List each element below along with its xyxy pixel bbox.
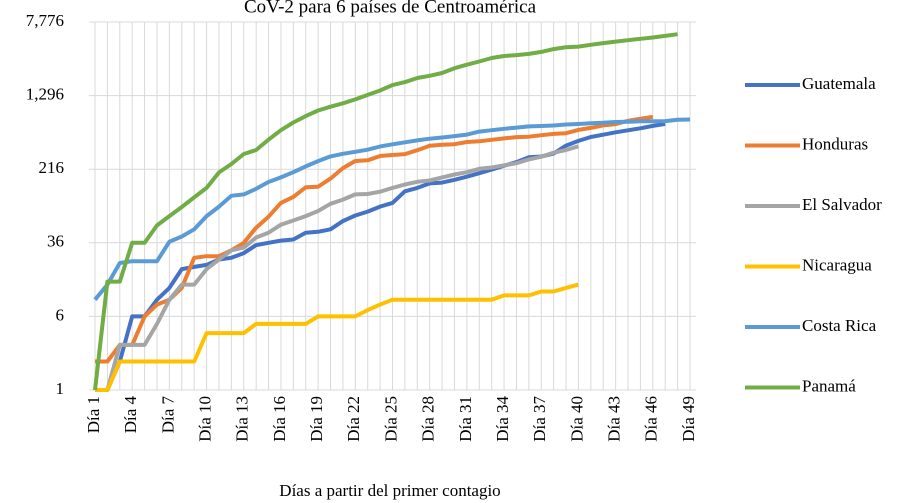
x-tick-label: Día 43: [605, 396, 624, 442]
legend-label: Guatemala: [802, 74, 876, 93]
y-tick-label: 216: [39, 158, 65, 177]
series-line: [95, 282, 579, 392]
x-tick-label: Día 10: [195, 396, 214, 442]
y-tick-label: 36: [47, 232, 64, 251]
x-tick-label: Día 16: [270, 396, 289, 442]
x-tick-label: Día 34: [493, 396, 512, 442]
x-tick-label: Día 25: [381, 396, 400, 442]
legend-label: Nicaragua: [802, 255, 872, 274]
y-tick-label: 6: [56, 305, 65, 324]
x-tick-label: Día 22: [344, 396, 363, 442]
series-line: [95, 114, 654, 364]
x-axis-title: Días a partir del primer contagio: [279, 481, 500, 500]
legend-label: Honduras: [802, 134, 868, 153]
legend-label: El Salvador: [802, 195, 882, 214]
x-tick-label: Día 49: [679, 396, 698, 442]
y-tick-label: 1,296: [26, 85, 64, 104]
x-tick-label: Día 46: [642, 396, 661, 442]
x-tick-label: Día 7: [158, 396, 177, 434]
chart-title: CoV-2 para 6 países de Centroamérica: [244, 0, 537, 17]
y-tick-label: 1: [56, 379, 65, 398]
series-line: [93, 117, 691, 301]
series-line: [93, 32, 678, 391]
legend-label: Costa Rica: [802, 316, 877, 335]
series-line: [105, 144, 579, 391]
x-tick-label: Día 37: [530, 396, 549, 442]
x-tick-label: Día 19: [307, 396, 326, 442]
x-tick-label: Día 31: [456, 396, 475, 442]
x-tick-label: Día 1: [84, 396, 103, 433]
x-tick-label: Día 4: [121, 396, 140, 434]
x-tick-label: Día 28: [419, 396, 438, 442]
x-tick-label: Día 13: [233, 396, 252, 442]
legend-label: Panamá: [802, 376, 856, 395]
y-tick-label: 7,776: [26, 11, 64, 30]
x-tick-label: Día 40: [567, 396, 586, 442]
